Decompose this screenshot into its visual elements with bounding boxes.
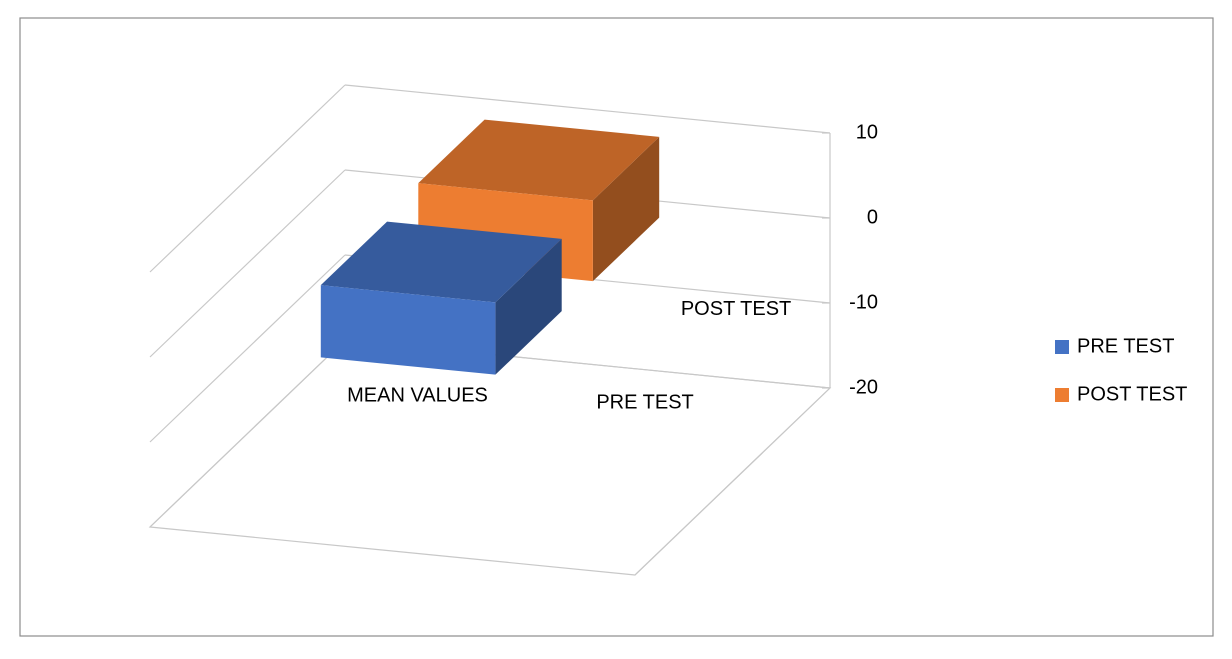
grid-line	[344, 84, 831, 134]
legend-label: POST TEST	[1077, 383, 1187, 405]
depth-axis-label: POST TEST	[681, 298, 791, 320]
y-tick-label: 0	[867, 206, 878, 228]
x-tick-label: MEAN VALUES	[347, 384, 488, 406]
bar-side	[495, 238, 562, 375]
bar-top	[418, 119, 660, 201]
bar-top	[320, 221, 562, 303]
bar-front	[320, 285, 496, 375]
legend-label: PRE TEST	[1077, 335, 1174, 357]
y-tick-label: 10	[856, 121, 878, 143]
grid-line	[149, 254, 346, 443]
bar-side	[592, 136, 660, 282]
legend-swatch	[1055, 388, 1069, 402]
grid-line	[149, 339, 346, 528]
bar	[320, 221, 562, 375]
grid-line	[149, 84, 346, 273]
y-tick-label: -20	[849, 376, 878, 398]
y-tick-label: -10	[849, 291, 878, 313]
depth-axis-label: PRE TEST	[596, 392, 693, 414]
grid-line	[149, 169, 346, 358]
legend-swatch	[1055, 340, 1069, 354]
axis-line	[634, 387, 831, 576]
chart-border	[19, 17, 1214, 637]
